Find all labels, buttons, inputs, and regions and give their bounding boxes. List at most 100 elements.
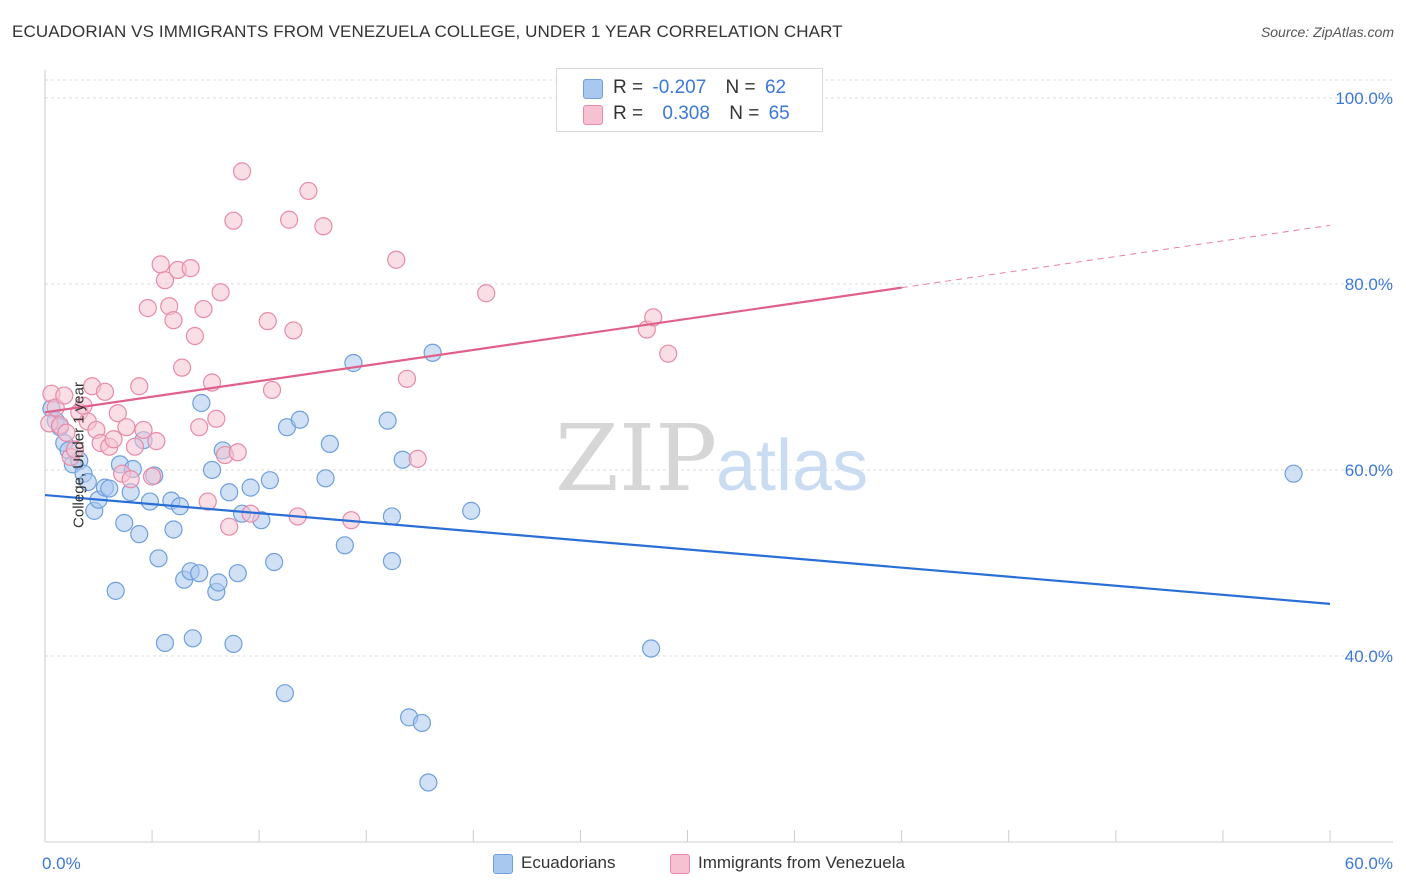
legend-r-value: -0.207	[652, 77, 707, 98]
venezuela-point	[130, 377, 149, 396]
chart-title: ECUADORIAN VS IMMIGRANTS FROM VENEZUELA …	[12, 22, 843, 41]
ecuadorian-point	[155, 633, 175, 653]
correlation-legend: R = -0.207 N = 62 R = 0.308 N = 65	[556, 68, 823, 132]
ecuadorian-point	[106, 581, 125, 600]
ecuadorian-point	[412, 713, 432, 733]
venezuela-point	[190, 418, 209, 437]
ecuadorian-point	[260, 471, 279, 490]
legend-n-value: 62	[764, 77, 787, 98]
venezuela-point	[57, 423, 76, 442]
venezuela-point	[95, 382, 115, 401]
venezuela-point	[228, 443, 247, 462]
venezuela-point	[108, 404, 127, 423]
x-tick-label: 0.0%	[42, 854, 81, 873]
ecuadorian-point	[462, 501, 481, 520]
venezuela-point	[147, 432, 166, 451]
ecuadorian-point	[100, 479, 119, 498]
ecuadorian-trend-line	[44, 493, 1331, 605]
legend-swatch-pink	[670, 854, 690, 874]
venezuela-point	[314, 217, 333, 236]
ecuadorian-point	[209, 573, 228, 592]
venezuela-point	[220, 517, 239, 536]
venezuela-point	[134, 420, 153, 440]
venezuela-point	[155, 271, 175, 290]
venezuela-point	[55, 386, 74, 405]
venezuela-point	[172, 358, 192, 377]
venezuela-point	[224, 211, 243, 230]
ecuadorian-point	[641, 639, 661, 658]
ecuadorian-point	[320, 434, 339, 454]
ecuadorian-point	[316, 469, 335, 488]
ecuadorian-point	[382, 552, 402, 571]
venezuela-point	[207, 409, 226, 428]
watermark-atlas: atlas	[716, 426, 868, 506]
source-label: Source: ZipAtlas.com	[1260, 24, 1394, 40]
venezuela-trend-line-extension	[901, 224, 1331, 289]
legend-r-label: R =	[613, 103, 644, 124]
ecuadorian-point	[190, 564, 209, 583]
ecuadorian-point	[183, 629, 202, 648]
venezuela-point	[408, 449, 427, 468]
venezuela-point	[138, 299, 157, 318]
venezuela-trend-line	[44, 286, 902, 414]
ecuadorian-point	[382, 507, 402, 526]
venezuela-point	[659, 344, 678, 363]
legend-swatch-pink	[583, 105, 603, 125]
ecuadorian-point	[290, 410, 309, 429]
venezuela-point	[104, 430, 123, 449]
venezuela-point	[397, 369, 417, 388]
ecuadorian-point	[419, 773, 438, 792]
y-tick-label: 80.0%	[1345, 275, 1393, 294]
y-tick-label: 60.0%	[1345, 461, 1393, 480]
ecuadorian-point	[220, 483, 239, 502]
venezuela-point	[211, 283, 230, 302]
y-tick-label: 100.0%	[1335, 89, 1393, 108]
tick-labels: 100.0% 80.0% 60.0% 40.0% 0.0% 60.0%	[42, 89, 1393, 873]
legend-label: Ecuadorians	[521, 853, 616, 872]
series-legend: Ecuadorians Immigrants from Venezuela	[0, 852, 1406, 876]
ecuadorian-point	[149, 549, 168, 568]
ecuadorian-point	[335, 536, 354, 555]
venezuela-point	[232, 162, 252, 181]
ecuadorian-point	[164, 520, 183, 539]
ecuadorian-point	[241, 478, 260, 497]
y-tick-label: 40.0%	[1345, 647, 1393, 666]
ecuadorian-point	[192, 393, 211, 413]
venezuela-point	[644, 308, 663, 327]
legend-n-value: 65	[768, 103, 790, 124]
ecuadorian-point	[228, 564, 247, 583]
legend-n-label: N =	[729, 103, 760, 124]
ecuadorian-point	[202, 460, 222, 480]
ecuadorian-point	[224, 634, 243, 653]
venezuela-point	[477, 284, 496, 303]
legend-r-value: 0.308	[662, 103, 710, 124]
venezuela-point	[299, 181, 318, 201]
legend-n-label: N =	[725, 77, 756, 98]
ecuadorian-point	[140, 492, 160, 511]
legend-swatch-blue	[493, 854, 513, 874]
data-points	[40, 162, 1303, 792]
ecuadorian-point	[1284, 464, 1303, 483]
venezuela-point	[185, 326, 205, 346]
trend-lines	[44, 224, 1331, 605]
venezuela-point	[181, 259, 200, 278]
venezuela-point	[280, 210, 299, 229]
legend-r-label: R =	[613, 77, 644, 98]
ecuadorian-point	[130, 525, 149, 544]
ecuadorian-point	[423, 343, 442, 362]
venezuela-point	[164, 311, 183, 330]
venezuela-point	[121, 470, 140, 489]
ecuadorian-point	[378, 411, 397, 430]
venezuela-point	[258, 312, 277, 331]
legend-swatch-blue	[583, 79, 603, 99]
venezuela-point	[125, 437, 145, 456]
legend-label: Immigrants from Venezuela	[698, 853, 905, 872]
venezuela-point	[198, 492, 217, 511]
venezuela-point	[284, 321, 303, 340]
y-axis-label: College, Under 1 year	[70, 382, 88, 528]
axes	[44, 70, 1393, 843]
venezuela-point	[262, 380, 282, 400]
ecuadorian-point	[115, 513, 134, 533]
x-tick-label: 60.0%	[1345, 854, 1393, 873]
